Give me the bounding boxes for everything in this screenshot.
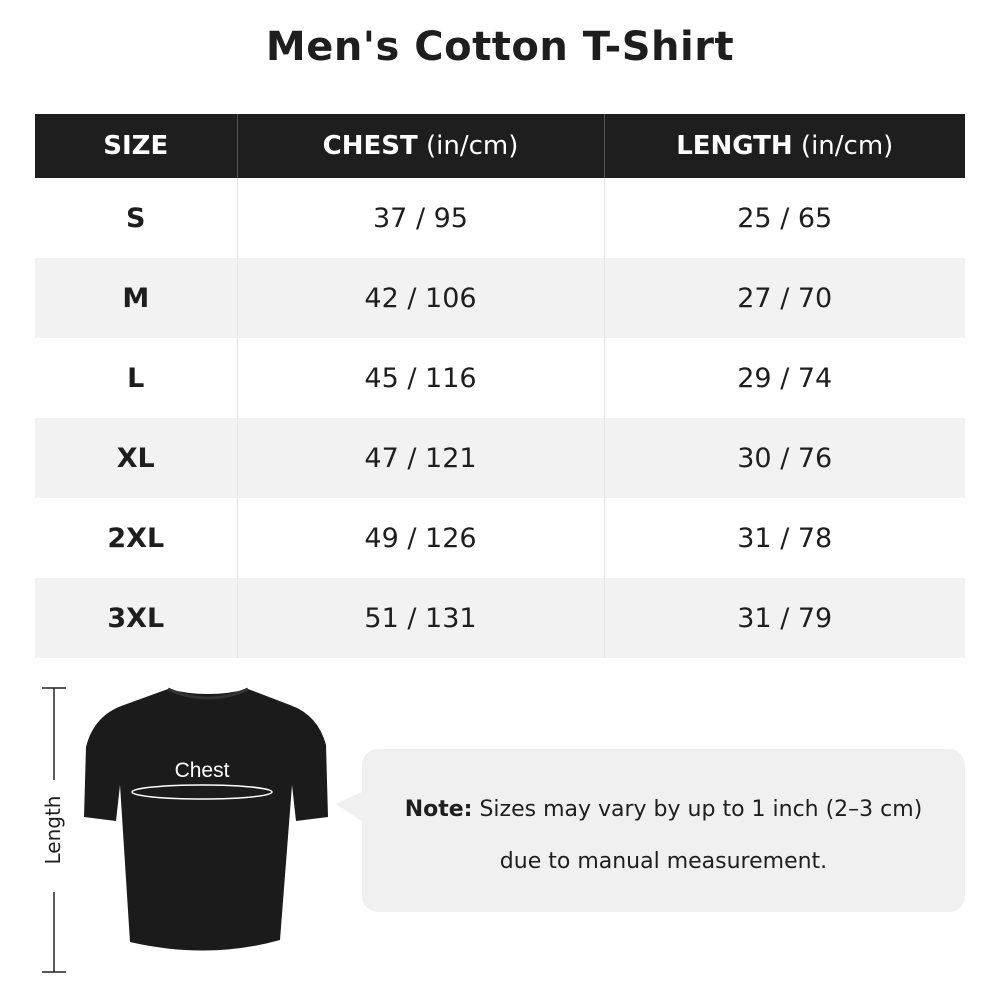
cell-length: 30 / 76	[603, 418, 965, 498]
cell-chest: 37 / 95	[236, 178, 604, 258]
cell-size: XL	[35, 418, 237, 498]
cell-length: 29 / 74	[603, 338, 965, 418]
note-line-2: due to manual measurement.	[499, 849, 828, 874]
table-row: S 37 / 95 25 / 65	[35, 178, 965, 258]
cell-chest: 51 / 131	[236, 578, 604, 658]
cell-length: 31 / 78	[603, 498, 965, 578]
cell-length: 25 / 65	[603, 178, 965, 258]
length-ruler-icon	[42, 687, 66, 973]
cell-length: 27 / 70	[603, 258, 965, 338]
note-text: Sizes may vary by up to 1 inch (2–3 cm)	[472, 797, 923, 822]
table-row: 3XL 51 / 131 31 / 79	[35, 578, 965, 658]
table-row: L 45 / 116 29 / 74	[35, 338, 965, 418]
header-unit: (in/cm)	[792, 131, 894, 161]
header-label: CHEST	[322, 131, 418, 161]
header-chest: CHEST (in/cm)	[236, 114, 604, 178]
page-title: Men's Cotton T-Shirt	[265, 24, 735, 70]
header-unit: (in/cm)	[417, 131, 519, 161]
cell-size: 3XL	[35, 578, 237, 658]
length-label: Length	[41, 795, 65, 865]
table-row: M 42 / 106 27 / 70	[35, 258, 965, 338]
tshirt-image: Chest	[84, 687, 328, 951]
header-length: LENGTH (in/cm)	[603, 114, 965, 178]
note-box: Note: Sizes may vary by up to 1 inch (2–…	[362, 749, 965, 912]
header-size: SIZE	[35, 114, 237, 178]
cell-chest: 42 / 106	[236, 258, 604, 338]
table-row: XL 47 / 121 30 / 76	[35, 418, 965, 498]
table-header-row: SIZE CHEST (in/cm) LENGTH (in/cm)	[35, 114, 965, 178]
size-chart-table: SIZE CHEST (in/cm) LENGTH (in/cm) S 37 / …	[35, 114, 965, 658]
cell-length: 31 / 79	[603, 578, 965, 658]
note-label: Note:	[404, 797, 473, 822]
cell-chest: 45 / 116	[236, 338, 604, 418]
table-row: 2XL 49 / 126 31 / 78	[35, 498, 965, 578]
cell-chest: 49 / 126	[236, 498, 604, 578]
header-label: LENGTH	[676, 131, 793, 161]
note-bubble-tail	[336, 790, 366, 824]
note-line-1: Note: Sizes may vary by up to 1 inch (2–…	[362, 797, 965, 822]
cell-size: L	[127, 362, 145, 394]
chest-label: Chest	[175, 759, 230, 782]
cell-size: S	[126, 202, 146, 234]
cell-size: M	[35, 258, 237, 338]
cell-size: 2XL	[107, 522, 165, 554]
header-label: SIZE	[103, 131, 169, 161]
cell-chest: 47 / 121	[236, 418, 604, 498]
